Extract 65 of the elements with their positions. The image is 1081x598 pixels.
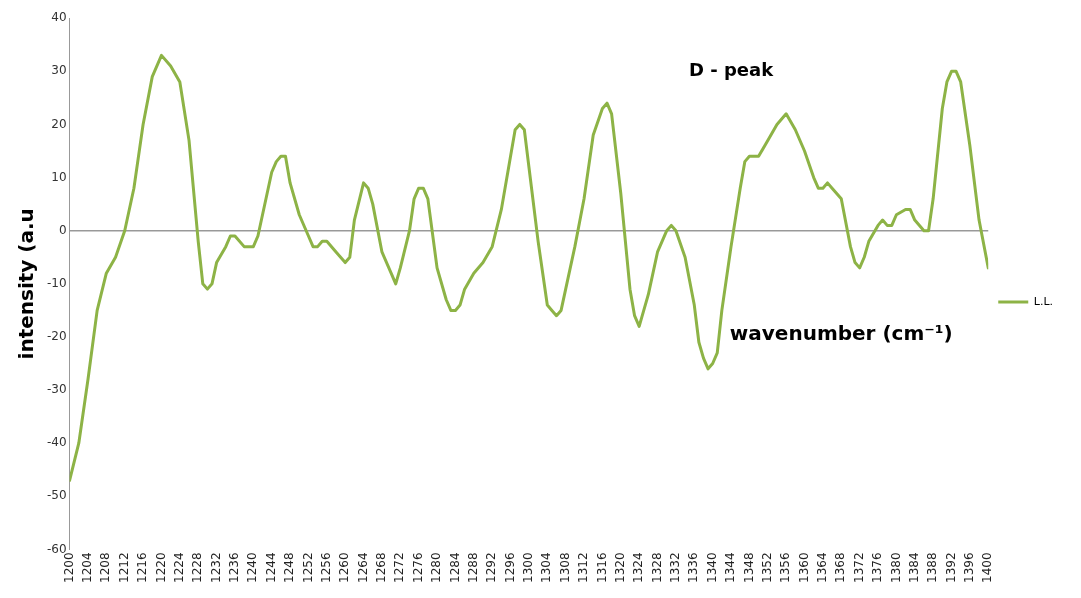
- y-tick-label: -10: [46, 275, 67, 290]
- x-tick-label: 1352: [759, 552, 774, 584]
- x-tick-label: 1200: [61, 552, 76, 584]
- x-tick-label: 1380: [888, 552, 903, 584]
- x-tick-label: 1276: [410, 552, 425, 584]
- x-tick-label: 1376: [870, 552, 885, 584]
- x-tick-label: 1356: [778, 552, 793, 584]
- y-tick-label: 40: [51, 10, 67, 25]
- y-tick-label: 0: [58, 222, 67, 237]
- x-tick-label: 1388: [925, 552, 940, 584]
- x-tick-label: 1344: [723, 552, 738, 584]
- x-tick-label: 1364: [815, 552, 830, 584]
- x-tick-label: 1220: [153, 552, 168, 584]
- x-tick-label: 1304: [539, 552, 554, 584]
- x-tick-label: 1308: [557, 552, 572, 584]
- x-tick-label: 1348: [741, 552, 756, 584]
- x-tick-label: 1284: [447, 552, 462, 584]
- x-tick-label: 1236: [227, 552, 242, 584]
- y-tick-label: 10: [51, 169, 67, 184]
- y-tick-label: 20: [51, 116, 67, 131]
- x-tick-label: 1328: [649, 552, 664, 584]
- x-tick-label: 1272: [392, 552, 407, 584]
- x-tick-label: 1216: [135, 552, 150, 584]
- x-tick-label: 1360: [796, 552, 811, 584]
- legend-label: L.L.: [1033, 294, 1053, 308]
- x-tick-label: 1212: [116, 552, 131, 584]
- x-tick-label: 1224: [171, 552, 186, 584]
- x-tick-label: 1384: [906, 552, 921, 584]
- x-tick-label: 1204: [80, 552, 95, 584]
- x-tick-label: 1320: [612, 552, 627, 584]
- x-tick-label: 1248: [282, 552, 297, 584]
- x-tick-label: 1300: [521, 552, 536, 584]
- x-tick-label: 1368: [833, 552, 848, 584]
- y-tick-label: 30: [51, 63, 67, 78]
- x-axis-title: wavenumber (cm⁻¹): [729, 320, 953, 345]
- x-tick-label: 1256: [318, 552, 333, 584]
- x-tick-label: 1260: [337, 552, 352, 584]
- x-tick-label: 1252: [300, 552, 315, 584]
- x-tick-label: 1264: [355, 552, 370, 584]
- x-tick-label: 1280: [429, 552, 444, 584]
- x-tick-label: 1372: [851, 552, 866, 584]
- x-tick-label: 1296: [502, 552, 517, 584]
- x-tick-label: 1232: [208, 552, 223, 584]
- x-tick-label: 1292: [484, 552, 499, 584]
- x-tick-label: 1208: [98, 552, 113, 584]
- y-tick-label: -30: [46, 382, 67, 397]
- x-tick-label: 1336: [686, 552, 701, 584]
- x-tick-label: 1332: [668, 552, 683, 584]
- y-tick-label: -40: [46, 435, 67, 450]
- x-tick-label: 1268: [374, 552, 389, 584]
- annotation: D - peak: [688, 59, 775, 80]
- x-tick-label: 1288: [465, 552, 480, 584]
- x-tick-label: 1392: [943, 552, 958, 584]
- x-tick-label: 1316: [594, 552, 609, 584]
- x-tick-label: 1340: [704, 552, 719, 584]
- y-tick-label: -20: [46, 329, 67, 344]
- y-axis-title: intensity (a.u: [14, 208, 39, 360]
- x-tick-label: 1400: [980, 552, 995, 584]
- x-tick-label: 1396: [962, 552, 976, 584]
- x-tick-label: 1312: [576, 552, 591, 584]
- x-tick-label: 1324: [631, 552, 646, 584]
- y-tick-label: -50: [46, 488, 67, 503]
- x-tick-label: 1228: [190, 552, 205, 584]
- x-tick-label: 1240: [245, 552, 260, 584]
- x-tick-label: 1244: [263, 552, 278, 584]
